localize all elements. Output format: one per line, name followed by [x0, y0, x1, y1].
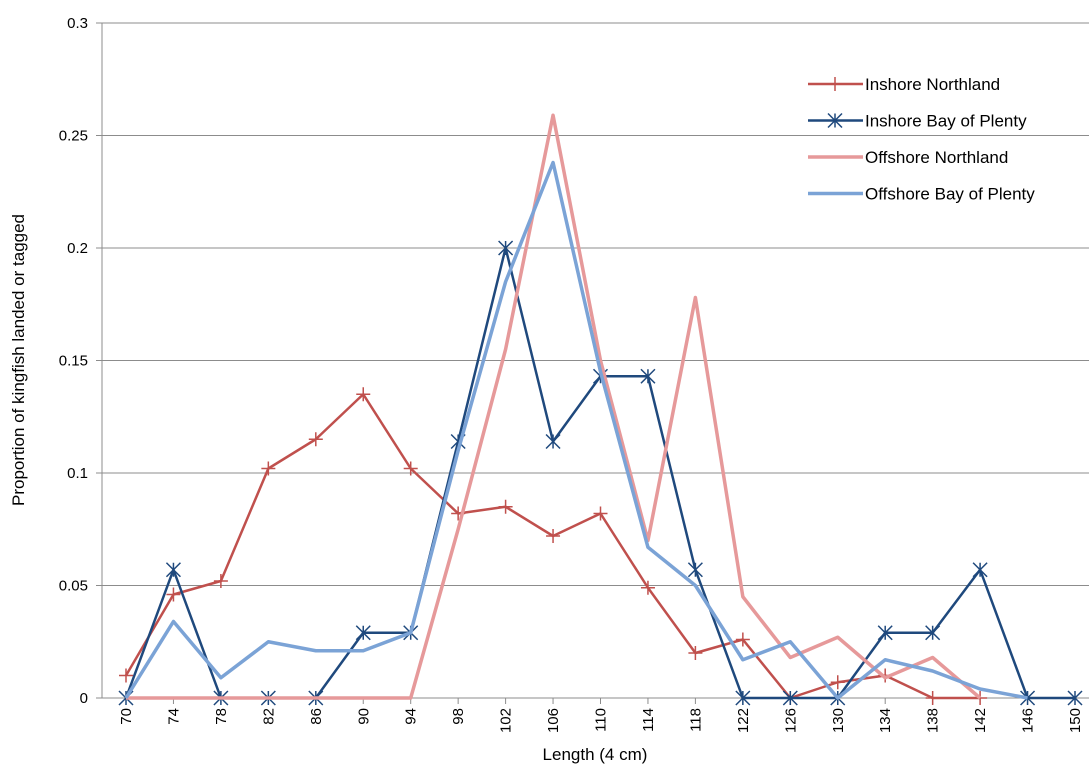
x-tick-label: 74: [165, 708, 182, 725]
x-tick-label: 70: [118, 708, 135, 725]
marker: [830, 675, 845, 690]
x-tick-label: 82: [260, 708, 277, 725]
marker: [1067, 690, 1083, 706]
marker: [356, 387, 371, 402]
y-tick-label: 0.25: [59, 128, 88, 145]
x-tick-label: 138: [925, 708, 942, 733]
x-tick-label: 118: [687, 708, 704, 732]
marker: [925, 691, 940, 705]
marker: [827, 112, 843, 129]
y-tick-label: 0.15: [59, 353, 88, 370]
x-tick-label: 142: [972, 708, 989, 733]
marker: [261, 461, 276, 476]
x-tick-label: 94: [403, 708, 420, 725]
marker: [498, 240, 514, 256]
marker: [687, 562, 703, 578]
marker: [735, 690, 751, 706]
x-tick-label: 110: [593, 708, 610, 732]
x-tick-label: 130: [830, 708, 847, 733]
y-tick-label: 0.05: [59, 578, 88, 595]
marker: [782, 690, 798, 706]
marker: [355, 625, 371, 641]
legend-label: Inshore Bay of Plenty: [865, 112, 1027, 131]
y-tick-label: 0: [80, 690, 88, 707]
marker: [498, 499, 513, 514]
marker: [166, 587, 181, 602]
series-line: [126, 113, 982, 700]
series-line: [124, 160, 1028, 700]
x-tick-label: 102: [498, 708, 515, 733]
y-tick-label: 0.1: [67, 465, 88, 482]
marker: [735, 632, 750, 647]
marker: [925, 625, 941, 641]
x-tick-label: 126: [782, 708, 799, 733]
x-tick-label: 90: [355, 708, 372, 725]
marker: [308, 432, 323, 447]
x-tick-label: 146: [1020, 708, 1037, 733]
y-axis-label: Proportion of kingfish landed or tagged: [9, 214, 28, 506]
marker: [593, 506, 608, 521]
x-tick-label: 114: [640, 708, 657, 732]
marker: [640, 580, 655, 595]
x-tick-label: 134: [877, 708, 894, 733]
marker: [546, 529, 561, 543]
x-tick-label: 150: [1067, 708, 1084, 733]
marker: [877, 625, 893, 641]
marker: [640, 368, 656, 384]
y-tick-label: 0.2: [67, 240, 88, 257]
marker: [972, 562, 988, 578]
marker: [688, 646, 703, 660]
marker: [828, 77, 842, 91]
legend-label: Inshore Northland: [865, 75, 1000, 94]
x-tick-label: 106: [545, 708, 562, 733]
legend-label: Offshore Northland: [865, 148, 1008, 167]
x-tick-label: 78: [213, 708, 230, 725]
x-tick-label: 98: [450, 708, 467, 725]
y-tick-label: 0.3: [67, 15, 88, 32]
marker: [545, 433, 561, 450]
legend-label: Offshore Bay of Plenty: [865, 185, 1035, 204]
x-tick-label: 122: [735, 708, 752, 733]
marker: [213, 574, 228, 588]
marker: [165, 562, 181, 578]
x-axis-label: Length (4 cm): [543, 745, 648, 764]
x-tick-label: 86: [308, 708, 325, 725]
marker: [403, 461, 418, 476]
marker: [119, 668, 133, 683]
